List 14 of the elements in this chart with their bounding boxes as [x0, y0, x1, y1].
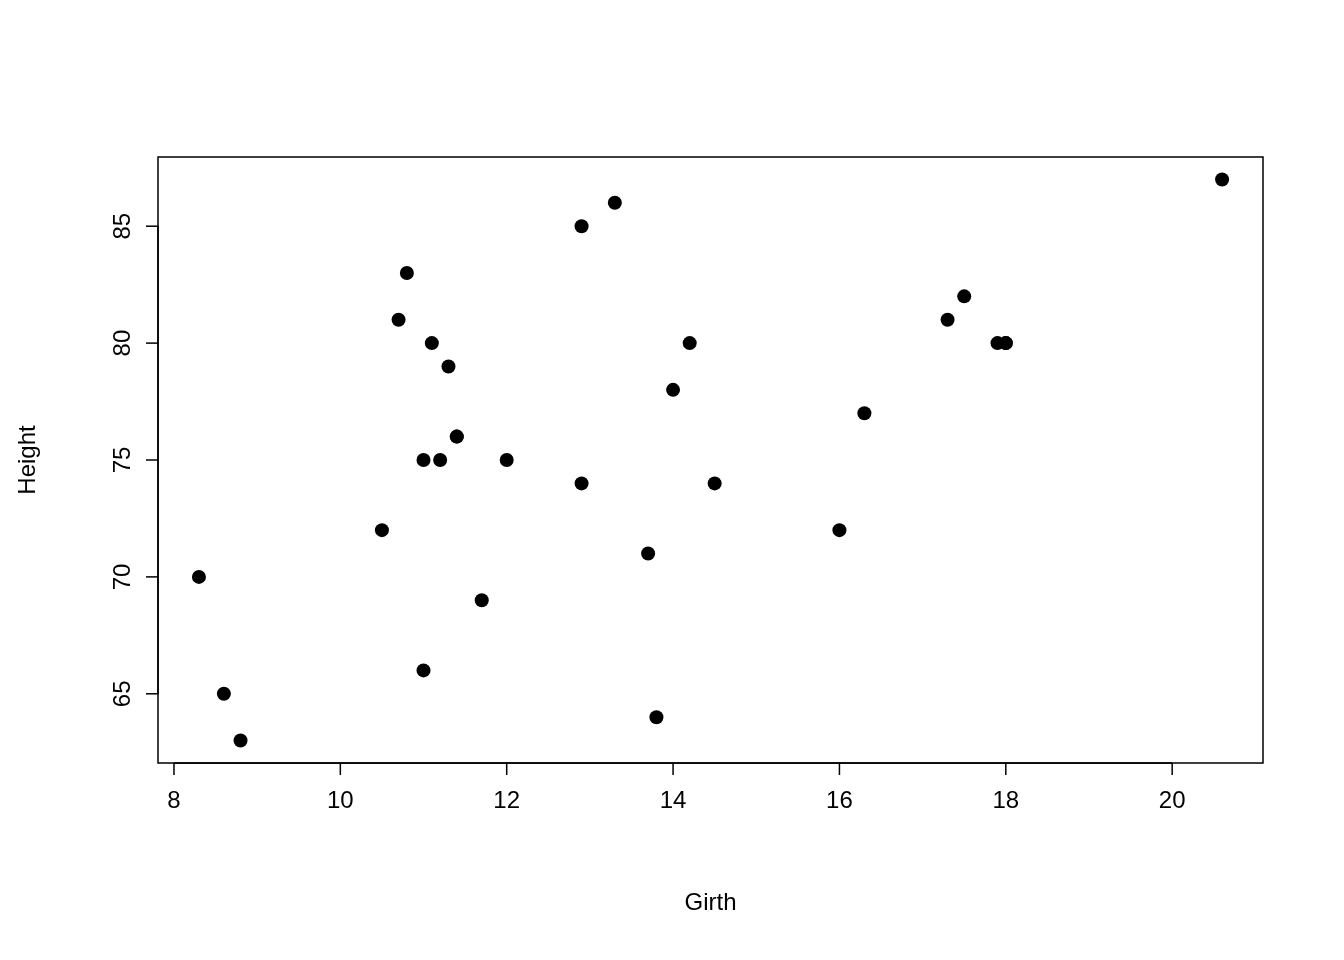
x-tick-label: 18: [992, 786, 1020, 813]
x-tick-label: 10: [326, 786, 354, 813]
y-tick-label: 75: [108, 446, 135, 474]
y-tick-label: 65: [108, 680, 135, 708]
y-axis-title: Height: [13, 424, 40, 495]
x-tick-label: 16: [826, 786, 853, 813]
y-tick-label: 70: [108, 563, 135, 591]
x-tick-label: 20: [1158, 786, 1186, 813]
x-tick-label: 8: [167, 786, 181, 813]
x-tick-label: 14: [659, 786, 687, 813]
x-tick-label: 12: [493, 786, 521, 813]
y-tick-label: 85: [108, 212, 135, 240]
y-tick-label: 80: [108, 329, 135, 357]
x-axis-title: Girth: [684, 888, 737, 915]
